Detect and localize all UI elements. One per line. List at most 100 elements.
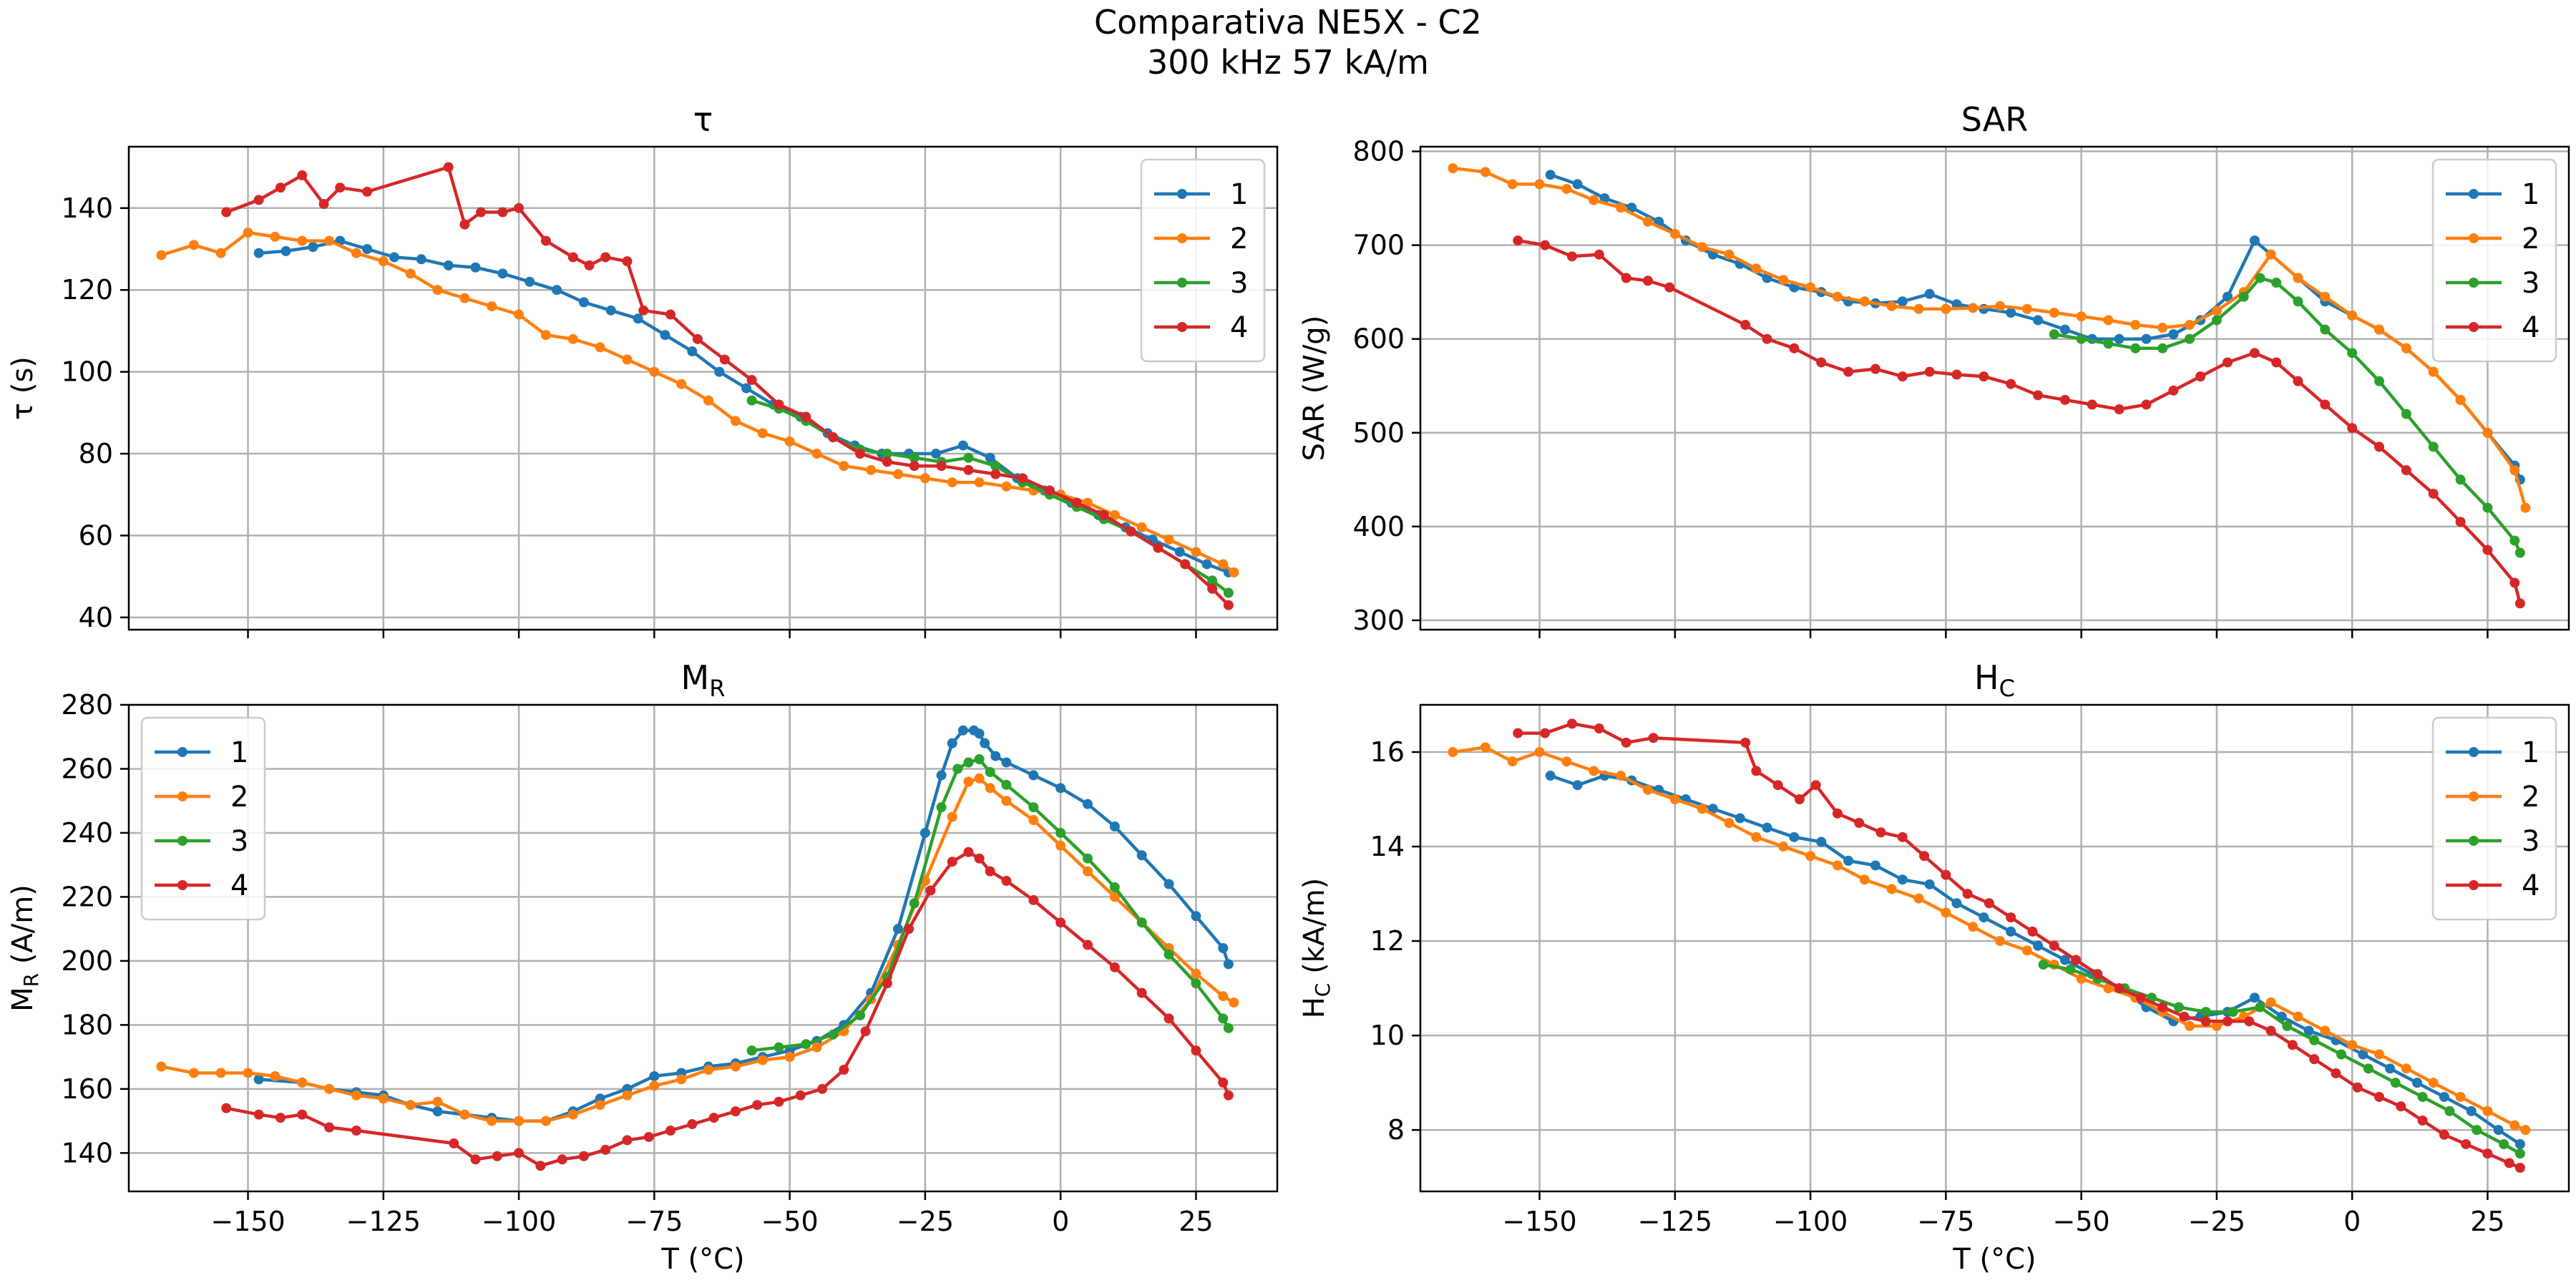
legend-frame	[140, 716, 266, 921]
data-point	[535, 1161, 546, 1171]
data-point	[622, 1135, 633, 1146]
data-point	[2320, 291, 2331, 302]
data-point	[1572, 780, 1583, 791]
data-point	[487, 1116, 497, 1126]
panel-3: −150 −125 −100 −75 −50 −25 0 25 140 160 180 200 220 2…	[6, 658, 1279, 1276]
data-point	[2374, 441, 2385, 452]
data-point	[1109, 821, 1120, 831]
data-point	[1561, 756, 1572, 767]
legend-marker-2	[2469, 233, 2479, 243]
data-point	[2514, 547, 2525, 558]
data-point	[957, 440, 968, 451]
data-point	[1979, 912, 1989, 923]
data-point	[882, 449, 892, 459]
data-point	[2514, 598, 2525, 609]
data-point	[1545, 771, 1556, 781]
data-point	[2249, 992, 2260, 1003]
data-point	[811, 449, 822, 459]
data-point	[1951, 369, 1962, 380]
data-point	[2249, 235, 2260, 246]
data-point	[1566, 251, 1577, 262]
data-point	[1163, 1013, 1174, 1024]
data-point	[1191, 978, 1201, 989]
data-point	[963, 452, 974, 463]
y-tick-label: 14	[1370, 831, 1405, 862]
axes-frame	[127, 703, 1279, 1193]
data-point	[855, 449, 866, 459]
data-point	[1886, 884, 1897, 894]
data-point	[351, 1090, 361, 1101]
data-point	[2347, 423, 2358, 434]
data-point	[963, 464, 974, 475]
legend-marker-3	[177, 836, 187, 846]
data-point	[957, 725, 968, 736]
data-point	[2211, 1020, 2222, 1031]
data-point	[2211, 315, 2222, 326]
y-tick-label: 60	[79, 519, 113, 551]
legend-label: 2	[2522, 781, 2540, 814]
data-point	[1561, 183, 1572, 194]
data-point	[649, 1080, 660, 1091]
data-point	[1762, 333, 1772, 344]
data-point	[1207, 575, 1218, 586]
data-point	[1018, 473, 1028, 484]
data-point	[1163, 949, 1174, 960]
data-point	[2385, 1063, 2396, 1074]
data-point	[687, 346, 698, 357]
data-point	[719, 354, 730, 365]
data-point	[1859, 874, 1870, 885]
data-point	[389, 252, 399, 263]
data-point	[2461, 1138, 2472, 1149]
data-point	[1886, 301, 1897, 311]
legend-frame	[1140, 158, 1266, 363]
data-point	[318, 199, 329, 210]
data-point	[1832, 291, 1843, 302]
y-tick-label: 140	[61, 192, 113, 224]
data-point	[2103, 983, 2114, 994]
data-point	[1859, 296, 1870, 307]
data-point	[2428, 488, 2439, 499]
legend: 1 2 3 4	[1140, 158, 1266, 363]
y-tick-label: 300	[1352, 605, 1405, 636]
data-point	[2185, 1020, 2195, 1031]
data-point	[2466, 1106, 2477, 1116]
data-point	[1191, 1045, 1201, 1056]
data-point	[2428, 441, 2439, 452]
data-point	[297, 1077, 308, 1088]
data-point	[1870, 860, 1880, 871]
data-point	[882, 978, 892, 989]
data-point	[746, 395, 757, 406]
data-point	[1028, 802, 1039, 813]
legend-label: 2	[1230, 223, 1248, 255]
legend-label: 1	[1230, 178, 1248, 211]
data-point	[2293, 273, 2303, 283]
y-tick-label: 140	[61, 1137, 113, 1169]
data-point	[1191, 911, 1201, 922]
data-point	[405, 268, 416, 279]
data-point	[362, 244, 373, 255]
data-point	[188, 240, 199, 250]
data-point	[1218, 559, 1229, 570]
data-point	[774, 399, 784, 410]
data-point	[1083, 940, 1093, 950]
data-point	[2033, 390, 2044, 401]
data-point	[2514, 1162, 2525, 1173]
data-point	[2504, 1158, 2514, 1169]
data-point	[253, 195, 264, 205]
data-point	[2006, 307, 2016, 318]
y-axis-label-unit: (A/m)	[6, 884, 39, 973]
panel-title: τ	[693, 100, 713, 139]
data-point	[947, 811, 957, 822]
data-point	[746, 1045, 757, 1056]
data-point	[540, 235, 551, 246]
data-point	[1984, 898, 1994, 909]
data-point	[2059, 955, 2070, 965]
data-point	[1055, 917, 1066, 928]
x-tick-label: −125	[346, 1206, 421, 1237]
data-point	[1566, 718, 1577, 729]
data-point	[2331, 1068, 2341, 1078]
x-tick-label: 25	[2470, 1206, 2504, 1237]
x-tick-label: −125	[1638, 1206, 1712, 1237]
data-point	[643, 1131, 654, 1142]
